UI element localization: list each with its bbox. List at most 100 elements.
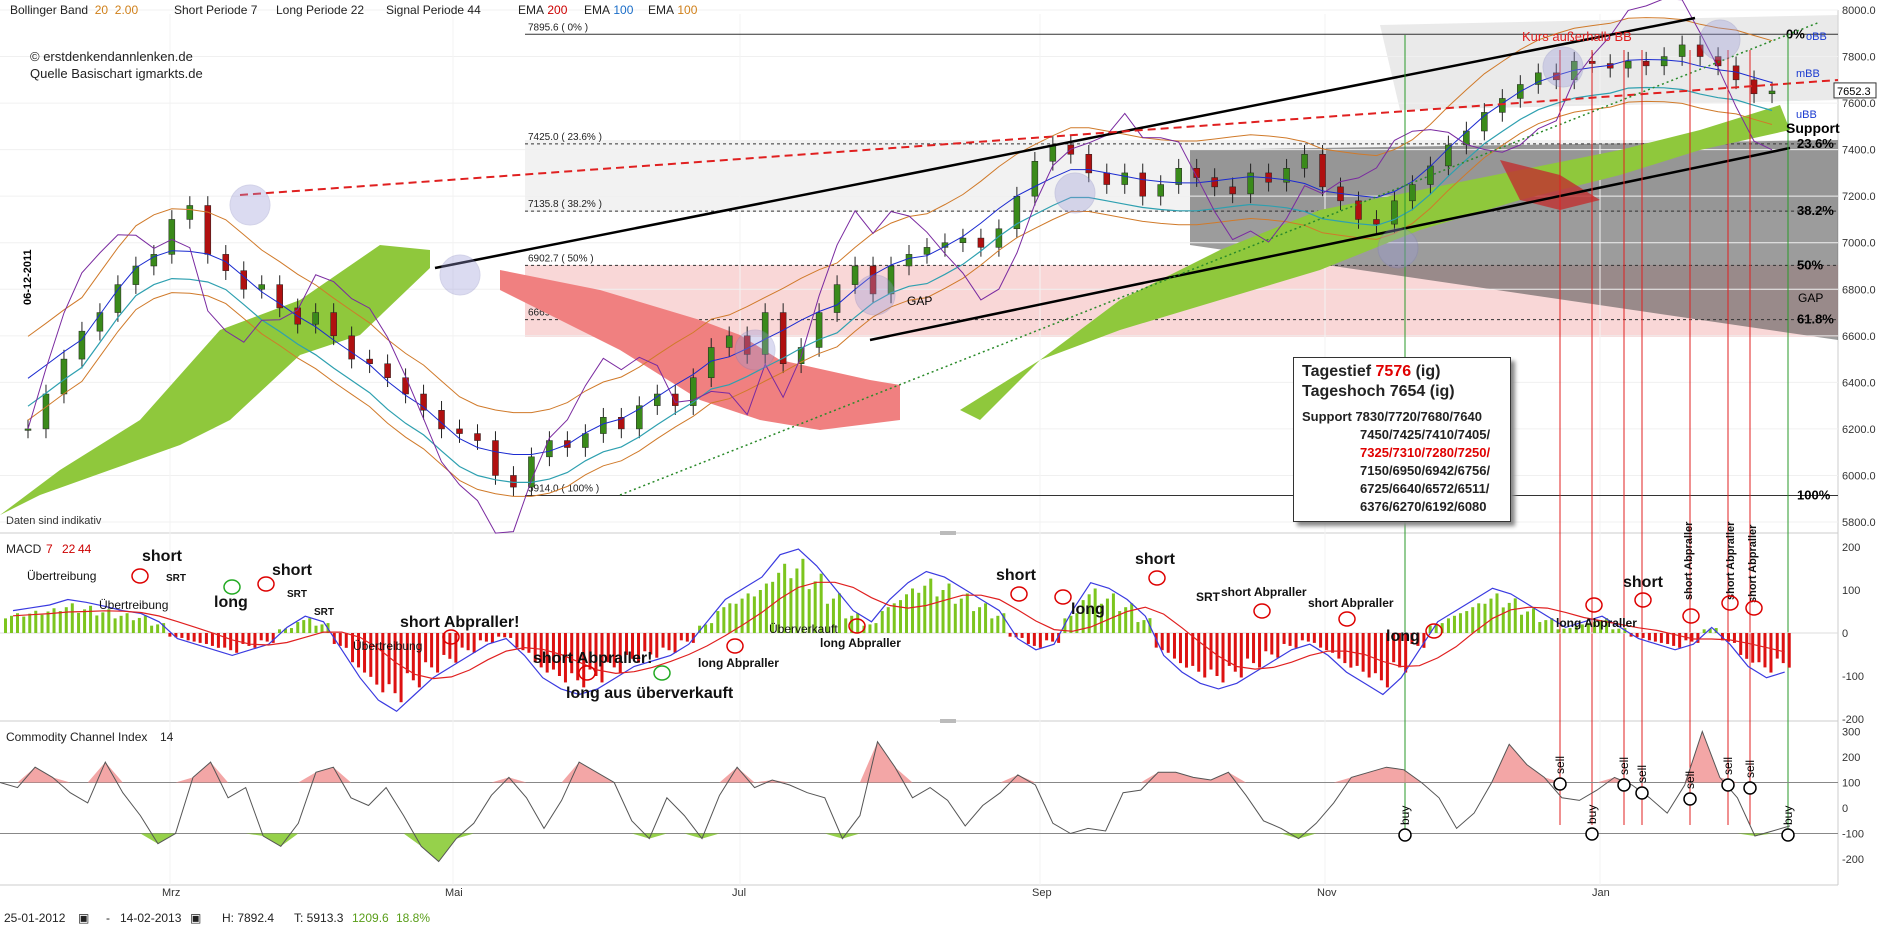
macd-bar [1331,633,1335,653]
fib-pct-label: 61.8% [1797,312,1834,327]
macd-bar [746,593,750,633]
candle [1481,112,1488,132]
macd-bar [1599,620,1603,633]
cci-signal-label: sell [1635,765,1649,783]
macd-bar [892,603,896,633]
macd-bar [357,633,361,668]
ema200-label[interactable]: EMA 200 [518,3,568,17]
macd-bar [1057,633,1061,643]
macd-bar [990,618,994,633]
cci-signal-marker [1398,828,1412,842]
macd-annotation: short Abpraller [1221,585,1307,599]
macd-bar [192,633,196,642]
candle [905,254,913,267]
panel-splitter[interactable] [940,531,956,535]
macd-bar [1319,633,1323,648]
candle [815,312,823,348]
macd-bar [229,633,233,651]
macd-bar [180,633,184,638]
macd-bar [716,611,720,633]
macd-bar [1452,615,1456,633]
macd-bar [655,633,659,658]
date-end[interactable]: 14-02-2013 [120,911,182,925]
candle [654,393,661,406]
macd-bar [868,624,872,633]
macd-bar [381,633,385,693]
macd-bar [1172,633,1176,659]
panel-splitter[interactable] [940,719,956,723]
macd-bar [1270,633,1274,655]
calendar-icon[interactable]: ▣ [190,911,202,925]
candle [636,405,643,430]
macd-bar [265,633,269,642]
macd-bar [959,598,963,633]
candle [869,265,877,295]
macd-title: MACD [6,542,42,556]
macd-bar [1306,633,1310,642]
macd-bar [1714,628,1718,633]
macd-bar [137,617,141,633]
candle [384,363,391,378]
macd-bar [545,633,549,673]
macd-bar [1373,633,1377,674]
macd-bar [704,624,708,633]
macd-bar [40,614,44,633]
macd-bar [631,633,635,659]
short-period-label[interactable]: Short Periode 7 [174,3,258,17]
macd-bar [1769,633,1773,673]
macd-bar [1093,588,1097,633]
macd-bar [1184,633,1188,668]
macd-bar [1221,633,1225,683]
y-tick-label: 6200.0 [1842,424,1876,436]
macd-annotation: short Abpraller [1747,524,1759,603]
macd-bar [1495,593,1499,633]
calendar-icon[interactable]: ▣ [78,911,90,925]
macd-bar [1556,629,1560,633]
candle [348,335,355,360]
macd-bar [965,593,969,633]
candle [1768,90,1776,95]
chart-annotation: Daten sind indikativ [6,515,102,527]
macd-param: 44 [78,542,92,556]
macd-bar [539,633,543,668]
macd-annotation: Übertreibung [27,569,96,583]
signal-period-label[interactable]: Signal Periode 44 [386,3,481,17]
signal-marker [1682,608,1700,624]
signal-marker [131,568,149,584]
macd-bar [643,633,647,652]
macd-bar [1507,602,1511,633]
signal-marker [1148,570,1166,586]
date-start[interactable]: 25-01-2012 [4,911,66,925]
macd-bar [375,633,379,685]
candle [1355,200,1362,220]
highlight-circle [734,329,776,371]
macd-bar [1136,622,1140,633]
macd-bar [515,633,519,648]
long-period-label[interactable]: Long Periode 22 [276,3,365,17]
macd-bar [801,558,805,633]
bb-indicator-label[interactable]: Bollinger Band 20 2.00 [10,3,139,17]
ema100b-label[interactable]: EMA 100 [648,3,698,17]
candle [276,284,283,309]
candle [1696,44,1704,57]
macd-bar [1045,633,1049,641]
macd-bar [1282,633,1286,644]
chart-annotation: oBB [1806,31,1827,43]
candle [1660,56,1668,67]
macd-bar [1647,633,1651,641]
macd-bar [393,633,397,694]
macd-y-tick: 200 [1842,542,1860,554]
macd-bar [28,613,32,633]
macd-bar [1757,633,1761,663]
ema100-label[interactable]: EMA 100 [584,3,634,17]
macd-bar [972,611,976,633]
macd-bar [789,578,793,633]
macd-y-tick: -100 [1842,671,1864,683]
macd-bar [1605,618,1609,633]
macd-bar [95,615,99,633]
footer-low: T: 5913.3 [294,911,344,925]
cci-signal-marker [1553,777,1567,791]
fib-label: 7425.0 ( 23.6% ) [528,132,602,143]
macd-bar [241,633,245,644]
macd-bar [16,613,19,633]
